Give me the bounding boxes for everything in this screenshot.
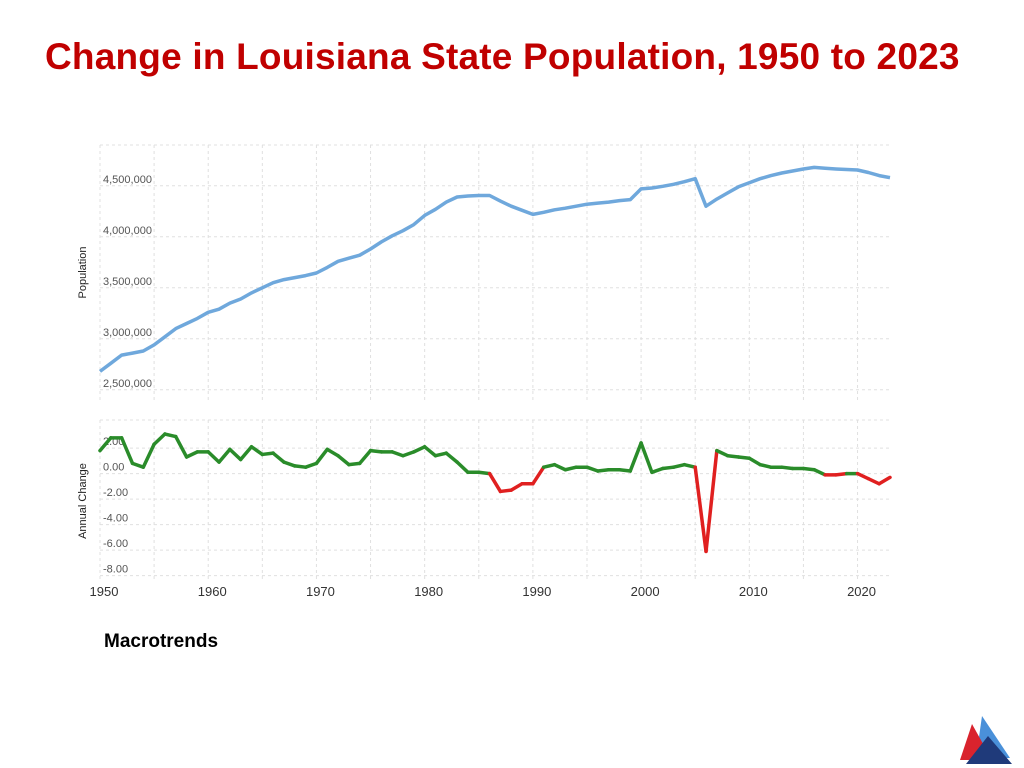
x-tick-label: 1990	[522, 584, 551, 599]
annual-change-segment	[596, 467, 611, 473]
annual-change-segment	[758, 462, 773, 469]
x-tick-label: 2020	[847, 584, 876, 599]
annual-change-segment	[325, 447, 340, 458]
x-tick-label: 1970	[306, 584, 335, 599]
annual-change-segment	[747, 456, 762, 467]
x-axis: 1950 1960 1970 1980 1990 2000 2010 2020	[90, 584, 876, 599]
annual-change-segment	[368, 448, 384, 454]
annual-change-segment	[260, 451, 275, 457]
annual-change-y-tick-label: 0.00	[103, 462, 124, 474]
annual-change-segment	[217, 447, 232, 464]
annual-change-segment	[444, 451, 459, 464]
annual-change-segment	[693, 465, 708, 554]
annual-change-segment	[531, 465, 546, 486]
population-y-tick-label: 3,000,000	[103, 327, 152, 339]
annual-change-segment	[303, 461, 319, 469]
annual-change-segment	[498, 488, 513, 494]
annual-change-segment	[401, 450, 416, 458]
x-tick-label: 1960	[198, 584, 227, 599]
annual-change-segment	[487, 471, 503, 494]
annual-change-segment	[98, 436, 113, 453]
annual-change-y-tick-label: -4.00	[103, 513, 128, 525]
annual-change-segment	[704, 448, 719, 554]
annual-change-segment	[347, 461, 362, 467]
triangle-logo-icon	[960, 716, 1012, 764]
annual-change-segment	[163, 432, 178, 439]
annual-change-segment	[682, 462, 697, 469]
annual-change-segment	[563, 465, 578, 472]
annual-change-segment	[477, 470, 492, 476]
annual-change-segment	[422, 445, 438, 458]
slide-title: Change in Louisiana State Population, 19…	[45, 36, 960, 77]
annual-change-segment	[336, 453, 351, 467]
annual-change-y-axis-label: Annual Change	[77, 463, 89, 539]
annual-change-segment	[412, 445, 427, 454]
annual-change-segment	[866, 476, 881, 486]
annual-change-segment	[293, 464, 308, 469]
annual-change-segment	[314, 447, 330, 466]
annual-change-segment	[877, 475, 892, 486]
annual-change-segment	[552, 462, 568, 472]
annual-change-segment	[834, 471, 849, 477]
annual-change-y-tick-label: -6.00	[103, 538, 128, 550]
annual-change-segment	[715, 448, 730, 458]
annual-change-segment	[141, 442, 156, 469]
x-tick-label: 2000	[631, 584, 660, 599]
annual-change-segment	[271, 451, 286, 464]
population-y-axis-label: Population	[77, 247, 89, 299]
annual-change-segment	[541, 462, 557, 469]
population-y-tick-label: 4,000,000	[103, 225, 152, 237]
annual-change-segment	[357, 448, 373, 466]
population-y-tick-label: 3,500,000	[103, 276, 152, 288]
annual-change-segment	[509, 482, 524, 492]
annual-change-segment	[660, 465, 676, 471]
annual-change-segment	[671, 462, 687, 469]
annual-change-segment	[174, 434, 189, 459]
annual-change-segment	[628, 441, 643, 473]
annual-change-segment	[249, 445, 265, 457]
annual-change-y-tick-label: -2.00	[103, 487, 128, 499]
annual-change-segment	[152, 432, 167, 446]
annual-change-segment	[725, 453, 741, 459]
annual-change-segment	[780, 465, 795, 471]
population-y-tick-label: 2,500,000	[103, 378, 152, 390]
annual-change-segment	[238, 445, 254, 462]
population-line	[98, 165, 891, 373]
annual-change-segment	[736, 455, 752, 461]
annual-change-segment	[184, 450, 200, 459]
annual-change-segment	[228, 447, 243, 462]
source-label: Macrotrends	[104, 631, 219, 652]
annual-change-segment	[639, 441, 654, 475]
annual-change-segment	[617, 467, 633, 473]
annual-change-segment	[855, 471, 871, 481]
annual-change-segment	[585, 465, 600, 473]
annual-change-y-tick-label: -8.00	[103, 564, 128, 576]
annual-change-segment	[455, 460, 470, 475]
population-chart: 2,500,000 3,000,000 3,500,000 4,000,000 4,50…	[77, 144, 891, 400]
annual-change-segment	[801, 466, 816, 472]
annual-change-segment	[433, 451, 449, 458]
annual-change-segment	[119, 436, 135, 466]
annual-change-segment	[130, 461, 146, 469]
annual-change-segment	[282, 460, 297, 468]
annual-change-segment	[650, 466, 665, 475]
annual-change-segment	[812, 467, 827, 477]
population-y-tick-label: 4,500,000	[103, 174, 152, 186]
annual-change-segment	[390, 450, 405, 458]
annual-change-segment	[206, 450, 221, 464]
x-tick-label: 2010	[739, 584, 768, 599]
x-tick-label: 1950	[90, 584, 119, 599]
x-tick-label: 1980	[414, 584, 443, 599]
